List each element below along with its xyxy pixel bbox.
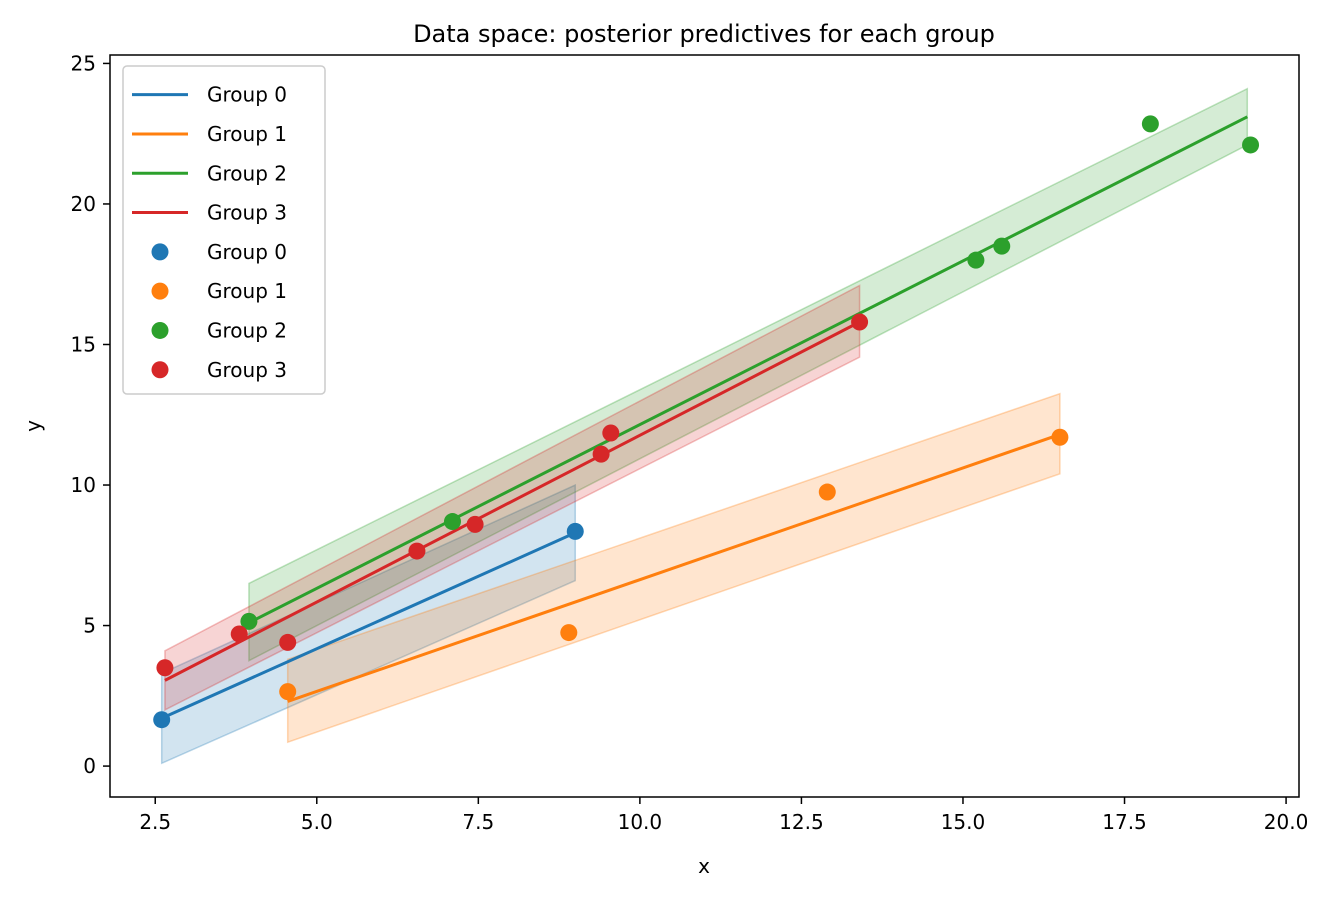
legend-box	[122, 65, 326, 395]
chart-title: Data space: posterior predictives for ea…	[413, 20, 995, 48]
group-1-line	[287, 433, 1061, 703]
group-2-line	[248, 115, 1248, 625]
y-tick-label: 10	[71, 473, 96, 497]
group-1-point	[1051, 428, 1069, 446]
group-1-point	[818, 483, 836, 501]
group-2-point	[967, 251, 985, 269]
group-3-point	[156, 659, 174, 677]
legend-marker-swatch	[151, 321, 169, 339]
x-axis-ticks: 2.5 5.0 7.5 10.0 12.5 15.0 17.5 20.0	[139, 797, 1308, 834]
group-3-point	[466, 515, 484, 533]
legend-item-label: Group 0	[207, 240, 287, 264]
group-1-point	[560, 624, 578, 642]
group-3-point	[408, 542, 426, 560]
legend-item-label: Group 1	[207, 122, 287, 146]
x-tick-label: 15.0	[941, 810, 986, 834]
y-axis-label: y	[21, 420, 45, 432]
y-axis-ticks: 0 5 10 15 20 25	[71, 51, 110, 778]
group-3-point	[602, 424, 620, 442]
x-tick-label: 7.5	[462, 810, 494, 834]
x-tick-label: 5.0	[301, 810, 333, 834]
group-3-band	[164, 284, 861, 712]
group-0-point	[153, 711, 171, 729]
legend-item-label: Group 1	[207, 279, 287, 303]
x-tick-label: 12.5	[779, 810, 824, 834]
legend-item-label: Group 2	[207, 161, 287, 185]
group-3-point	[851, 313, 869, 331]
y-tick-label: 15	[71, 332, 96, 356]
series-lines	[161, 115, 1248, 720]
x-tick-label: 2.5	[139, 810, 171, 834]
legend-marker-swatch	[151, 282, 169, 300]
group-2-point	[1242, 136, 1260, 154]
group-1-point	[279, 683, 297, 701]
x-tick-label: 20.0	[1264, 810, 1309, 834]
y-tick-label: 20	[71, 192, 96, 216]
y-tick-label: 25	[71, 51, 96, 75]
group-2-point	[1141, 115, 1159, 133]
plot-frame	[109, 54, 1300, 798]
legend: Group 0 Group 1 Group 2 Group 3 Group 0 Group…	[122, 65, 326, 395]
group-2-point	[993, 237, 1011, 255]
group-0-point	[566, 522, 584, 540]
x-axis-label: x	[698, 854, 710, 878]
y-tick-label: 0	[83, 754, 96, 778]
group-3-point	[230, 625, 248, 643]
x-tick-label: 10.0	[618, 810, 663, 834]
legend-item-label: Group 0	[207, 83, 287, 107]
series-points	[153, 115, 1260, 729]
y-tick-label: 5	[83, 614, 96, 638]
legend-item-label: Group 2	[207, 318, 287, 342]
x-tick-label: 17.5	[1102, 810, 1147, 834]
legend-marker-swatch	[151, 361, 169, 379]
legend-item-label: Group 3	[207, 201, 287, 225]
group-0-line	[161, 531, 576, 720]
group-2-point	[240, 612, 258, 630]
group-3-point	[279, 633, 297, 651]
group-3-point	[592, 445, 610, 463]
legend-marker-swatch	[151, 243, 169, 261]
group-2-point	[443, 513, 461, 531]
legend-item-label: Group 3	[207, 358, 287, 382]
group-3-line	[164, 320, 861, 682]
